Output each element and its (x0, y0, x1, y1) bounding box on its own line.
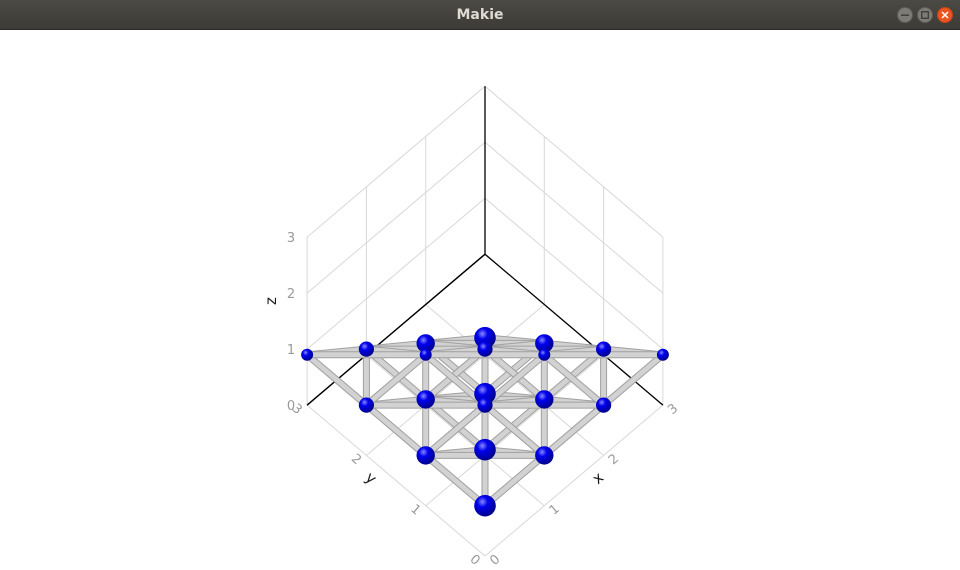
lattice-sphere (538, 348, 551, 361)
lattice-sphere (416, 446, 435, 465)
grid-line (306, 141, 486, 294)
z-tick-label: 3 (287, 231, 295, 246)
y-axis-title: y (362, 468, 380, 488)
close-icon (941, 11, 949, 19)
rod (483, 453, 546, 508)
rod (424, 403, 487, 458)
y-tick-label: 2 (348, 451, 364, 468)
lattice-sphere (656, 348, 669, 361)
lattice-sphere (301, 348, 314, 361)
rod (364, 403, 428, 458)
grid-line (484, 197, 664, 350)
lattice-sphere (474, 382, 496, 405)
maximize-icon (921, 11, 929, 19)
rod (364, 352, 428, 408)
lattice-sphere (535, 334, 554, 353)
rod (483, 403, 546, 458)
lattice-sphere (416, 390, 435, 409)
grid-line (306, 85, 486, 238)
lattice-sphere (419, 348, 432, 361)
lattice-sphere (358, 397, 374, 413)
y-tick-label: 1 (407, 502, 423, 519)
minimize-icon (901, 14, 909, 16)
minimize-button[interactable] (897, 7, 913, 23)
grid-line (484, 404, 664, 557)
grid-line (484, 85, 664, 238)
lattice-sphere (474, 494, 496, 517)
z-tick-label: 0 (287, 399, 295, 414)
grid-line (484, 141, 664, 294)
lattice-sphere (535, 446, 554, 465)
x-tick-label: 1 (547, 502, 563, 519)
sphere-layer (301, 326, 669, 517)
z-tick-label: 1 (287, 343, 295, 358)
window-titlebar[interactable]: Makie (0, 0, 960, 30)
lattice-sphere (596, 341, 612, 357)
lattice-sphere (474, 326, 496, 349)
x-tick-label: 0 (487, 552, 503, 569)
grid-line (306, 404, 486, 557)
window-title: Makie (456, 7, 504, 23)
close-button[interactable] (937, 7, 953, 23)
maximize-button[interactable] (917, 7, 933, 23)
rod (424, 453, 487, 508)
lattice-sphere (596, 397, 612, 413)
rod (601, 352, 665, 408)
lattice-sphere (416, 334, 435, 353)
lattice-sphere (535, 390, 554, 409)
x-axis-title: x (589, 468, 607, 488)
lattice-sphere (358, 341, 374, 357)
lattice-sphere (477, 397, 493, 413)
x-tick-label: 3 (665, 401, 681, 418)
rod (542, 403, 606, 458)
lattice-sphere (477, 341, 493, 357)
y-tick-label: 0 (467, 552, 483, 569)
rod (305, 352, 369, 408)
lattice-sphere (474, 438, 496, 461)
z-axis-title: z (262, 297, 280, 305)
grid-line (306, 197, 486, 350)
x-tick-label: 2 (606, 451, 622, 468)
rod-layer (304, 334, 666, 509)
z-tick-label: 2 (287, 287, 295, 302)
rod (542, 352, 606, 408)
